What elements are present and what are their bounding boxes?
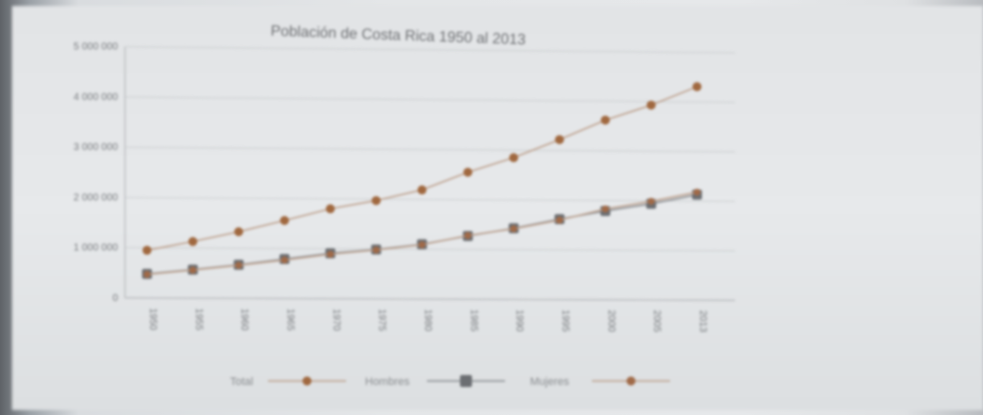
gridline	[124, 46, 736, 54]
data-point	[418, 241, 426, 249]
legend-label: Mujeres	[530, 376, 570, 388]
x-tick-label: 1970	[330, 309, 341, 332]
y-tick-label: 4 000 000	[74, 92, 119, 103]
data-point	[509, 153, 519, 163]
legend-marker	[302, 376, 312, 386]
y-tick-labels: 0 1 000 000 2 000 000 3 000 000 4 000 000 5 0…	[74, 42, 119, 304]
series-layer	[142, 82, 702, 279]
data-point	[142, 245, 152, 255]
data-point	[189, 266, 197, 274]
y-tick-label: 1 000 000	[74, 243, 119, 254]
chart-title: Población de Costa Rica 1950 al 2013	[270, 23, 526, 49]
data-point	[646, 100, 656, 110]
x-tick-label: 1955	[193, 308, 204, 331]
x-tick-label: 1965	[285, 309, 296, 332]
x-tick-label: 2000	[605, 310, 616, 333]
legend-marker	[626, 376, 636, 386]
x-axis-line	[124, 297, 736, 301]
y-tick-label: 2 000 000	[74, 192, 119, 203]
y-tick-label: 5 000 000	[74, 42, 119, 53]
gridline	[124, 96, 736, 103]
data-point	[510, 225, 518, 233]
gridline	[124, 146, 736, 153]
data-point	[647, 197, 655, 205]
gridlines	[124, 46, 736, 301]
x-tick-label: 2013	[697, 310, 708, 333]
x-tick-label: 1985	[468, 309, 479, 332]
legend-marker	[460, 375, 472, 387]
x-tick-label: 1990	[514, 309, 525, 332]
x-tick-label: 1980	[422, 309, 433, 332]
legend-label: Hombres	[365, 376, 410, 388]
data-point	[371, 196, 381, 206]
gridline	[124, 196, 736, 202]
printed-page	[12, 6, 983, 410]
gridline	[124, 247, 736, 252]
data-point	[281, 256, 288, 264]
data-point	[280, 215, 289, 225]
series-line-total	[146, 85, 698, 252]
y-tick-label: 3 000 000	[74, 142, 119, 153]
axes	[124, 46, 736, 301]
x-tick-label: 1950	[147, 308, 158, 331]
x-tick-labels: 1950 1955 1960 1965 1970 1975 1980 1985 1990 1995…	[147, 308, 708, 333]
x-tick-label: 1995	[560, 310, 571, 333]
data-point	[463, 167, 473, 177]
data-point	[235, 261, 243, 269]
data-point	[234, 227, 244, 237]
legend-label: Total	[230, 376, 253, 388]
legend: Total Hombres Mujeres	[230, 375, 670, 388]
data-point	[556, 216, 563, 224]
data-point	[417, 185, 427, 195]
x-tick-label: 1960	[239, 308, 250, 331]
data-point	[601, 205, 609, 213]
y-tick-label: 0	[112, 293, 118, 304]
data-point	[555, 135, 564, 145]
data-point	[693, 188, 701, 196]
data-point	[188, 237, 198, 247]
data-point	[325, 204, 335, 214]
x-tick-label: 2005	[651, 310, 662, 333]
data-point	[372, 246, 380, 254]
data-point	[692, 82, 702, 92]
x-tick-label: 1975	[376, 309, 387, 332]
data-point	[464, 232, 472, 240]
data-point	[143, 270, 151, 278]
data-point	[600, 115, 610, 125]
data-point	[326, 250, 334, 258]
